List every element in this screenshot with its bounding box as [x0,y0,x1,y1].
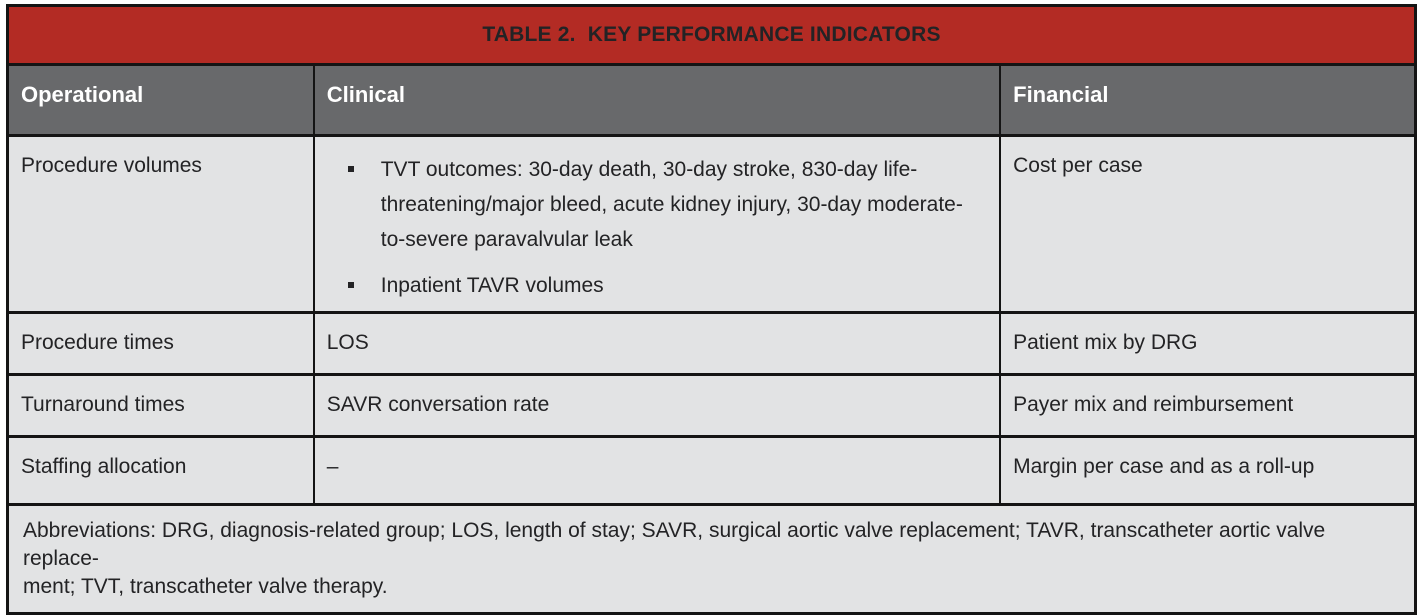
bullet-item-tvt-outcomes: TVT outcomes: 30-day death, 30-day strok… [327,152,987,257]
footnote-line-2: ment; TVT, transcatheter valve therapy. [23,575,388,598]
cell-clinical-tvt-outcomes: TVT outcomes: 30-day death, 30-day strok… [312,134,1002,314]
table-row-turnaround-times: Turnaround times SAVR conversation rate … [6,373,1417,438]
table-title-row: TABLE 2. KEY PERFORMANCE INDICATORS [6,4,1417,66]
cell-financial-patient-mix: Patient mix by DRG [999,311,1417,376]
cell-financial-cost-per-case: Cost per case [999,134,1417,314]
cell-financial-margin-per-case: Margin per case and as a roll-up [999,435,1417,506]
table-row-procedure-volumes: Procedure volumes TVT outcomes: 30-day d… [6,134,1417,314]
cell-operational-staffing-allocation: Staffing allocation [6,435,315,506]
cell-operational-turnaround-times: Turnaround times [6,373,315,438]
cell-operational-procedure-volumes: Procedure volumes [6,134,315,314]
footnote-row: Abbreviations: DRG, diagnosis-related gr… [6,503,1417,615]
table-row-procedure-times: Procedure times LOS Patient mix by DRG [6,311,1417,376]
column-header-operational: Operational [6,63,315,137]
cell-clinical-savr-conversation-rate: SAVR conversation rate [312,373,1002,438]
footnote-cell: Abbreviations: DRG, diagnosis-related gr… [6,503,1417,615]
column-header-row: Operational Clinical Financial [6,63,1417,137]
kpi-table: TABLE 2. KEY PERFORMANCE INDICATORS Oper… [6,4,1417,615]
table-title: TABLE 2. KEY PERFORMANCE INDICATORS [6,4,1417,66]
cell-clinical-los: LOS [312,311,1002,376]
clinical-bullet-list: TVT outcomes: 30-day death, 30-day strok… [327,152,987,303]
column-header-clinical: Clinical [312,63,1002,137]
cell-financial-payer-mix: Payer mix and reimbursement [999,373,1417,438]
table-row-staffing-allocation: Staffing allocation – Margin per case an… [6,435,1417,506]
cell-operational-procedure-times: Procedure times [6,311,315,376]
cell-clinical-dash: – [312,435,1002,506]
bullet-item-inpatient-tavr-volumes: Inpatient TAVR volumes [327,268,987,303]
page: TABLE 2. KEY PERFORMANCE INDICATORS Oper… [6,4,1417,615]
column-header-financial: Financial [999,63,1417,137]
footnote-line-1: Abbreviations: DRG, diagnosis-related gr… [23,519,1326,570]
